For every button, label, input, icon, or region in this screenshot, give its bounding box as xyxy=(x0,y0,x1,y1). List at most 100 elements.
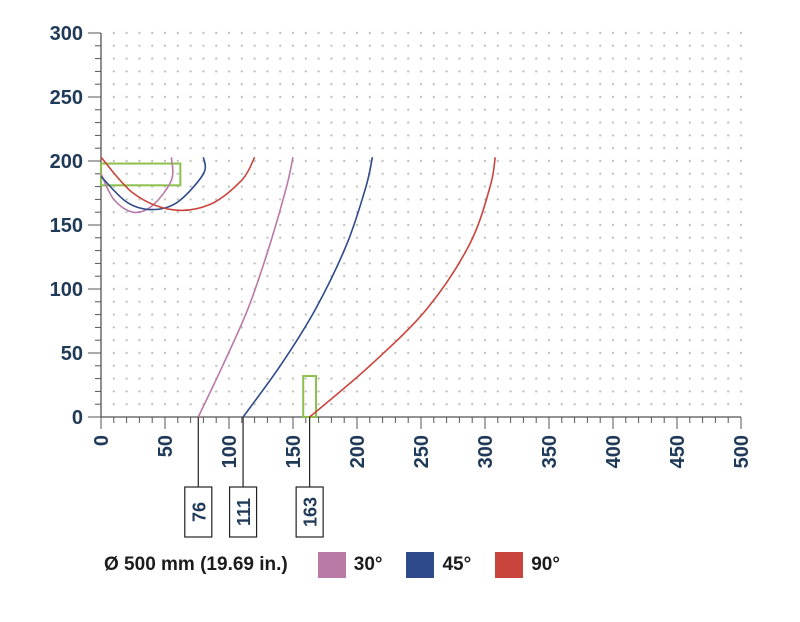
grid-dot xyxy=(445,172,448,175)
grid-dot xyxy=(624,275,627,278)
grid-dot xyxy=(547,198,551,201)
grid-dot xyxy=(650,44,653,47)
grid-dot xyxy=(394,95,397,99)
grid-dot xyxy=(727,108,730,112)
grid-dot xyxy=(112,83,116,86)
grid-dot xyxy=(240,95,243,99)
grid-dot xyxy=(189,287,192,291)
grid-dot xyxy=(355,403,359,406)
grid-dot xyxy=(509,249,512,252)
y-tick-label: 100 xyxy=(50,279,83,301)
grid-dot xyxy=(355,236,359,239)
grid-dot xyxy=(522,185,525,188)
grid-dot xyxy=(560,364,563,367)
grid-dot xyxy=(560,172,563,175)
grid-dot xyxy=(189,172,192,175)
grid-dot xyxy=(151,211,154,214)
grid-dot xyxy=(458,121,461,124)
grid-dot xyxy=(304,403,307,406)
grid-dot xyxy=(189,351,192,355)
grid-dot xyxy=(586,44,589,47)
grid-dot xyxy=(240,172,243,175)
grid-dot xyxy=(650,198,653,201)
grid-dot xyxy=(727,377,730,380)
grid-dot xyxy=(151,83,154,86)
grid-dot xyxy=(151,403,154,406)
grid-dot xyxy=(560,326,563,329)
grid-dot xyxy=(381,198,384,201)
grid-dot xyxy=(522,44,525,47)
grid-dot xyxy=(611,275,615,278)
grid-dot xyxy=(739,134,743,137)
grid-dot xyxy=(458,159,461,163)
rising-curve-30 xyxy=(197,157,294,418)
grid-dot xyxy=(675,262,679,265)
grid-dot xyxy=(394,223,397,227)
grid-dot xyxy=(547,249,551,252)
grid-dot xyxy=(637,326,640,329)
grid-dot xyxy=(432,351,435,355)
grid-dot xyxy=(163,134,167,137)
grid-dot xyxy=(419,198,423,201)
grid-dot xyxy=(125,390,128,393)
grid-dot xyxy=(291,262,295,265)
grid-dot xyxy=(483,134,487,137)
grid-dot xyxy=(688,121,691,124)
grid-dot xyxy=(637,121,640,124)
grid-dot xyxy=(535,262,538,265)
grid-dot xyxy=(291,300,295,303)
grid-dot xyxy=(368,70,371,73)
grid-dot xyxy=(586,262,589,265)
grid-dot xyxy=(202,147,205,150)
grid-dot xyxy=(317,275,320,278)
grid-dot xyxy=(317,31,320,35)
grid-dot xyxy=(381,236,384,239)
grid-dot xyxy=(176,351,179,355)
grid-dot xyxy=(240,403,243,406)
grid-dot xyxy=(125,236,128,239)
grid-dot xyxy=(535,275,538,278)
grid-dot xyxy=(496,223,499,227)
grid-dot xyxy=(560,300,563,303)
grid-dot xyxy=(279,390,282,393)
grid-dot xyxy=(483,287,487,291)
grid-dot xyxy=(599,108,602,112)
grid-dot xyxy=(176,147,179,150)
grid-dot xyxy=(291,351,295,355)
grid-dot xyxy=(304,223,307,227)
grid-dot xyxy=(483,275,487,278)
grid-dot xyxy=(445,326,448,329)
grid-dot xyxy=(343,211,346,214)
grid-dot xyxy=(637,351,640,355)
grid-dot xyxy=(202,211,205,214)
grid-dot xyxy=(483,249,487,252)
grid-dot xyxy=(253,313,256,316)
grid-dot xyxy=(125,159,128,163)
grid-dot xyxy=(586,159,589,163)
grid-dot xyxy=(535,57,538,60)
grid-dot xyxy=(509,95,512,99)
grid-dot xyxy=(535,172,538,175)
grid-dot xyxy=(138,172,141,175)
grid-dot xyxy=(624,390,627,393)
grid-dot xyxy=(394,211,397,214)
grid-dot xyxy=(266,313,269,316)
grid-dot xyxy=(189,275,192,278)
grid-dot xyxy=(496,95,499,99)
grid-dot xyxy=(343,313,346,316)
grid-dot xyxy=(189,57,192,60)
grid-dot xyxy=(535,44,538,47)
grid-dot xyxy=(419,83,423,86)
grid-dot xyxy=(535,70,538,73)
grid-dot xyxy=(535,95,538,99)
grid-dot xyxy=(163,236,167,239)
grid-dot xyxy=(675,275,679,278)
grid-dot xyxy=(291,172,295,175)
grid-dot xyxy=(189,249,192,252)
grid-dot xyxy=(432,339,435,342)
grid-dot xyxy=(330,44,333,47)
grid-dot xyxy=(138,364,141,367)
grid-dot xyxy=(650,121,653,124)
grid-dot xyxy=(266,185,269,188)
grid-dot xyxy=(637,275,640,278)
